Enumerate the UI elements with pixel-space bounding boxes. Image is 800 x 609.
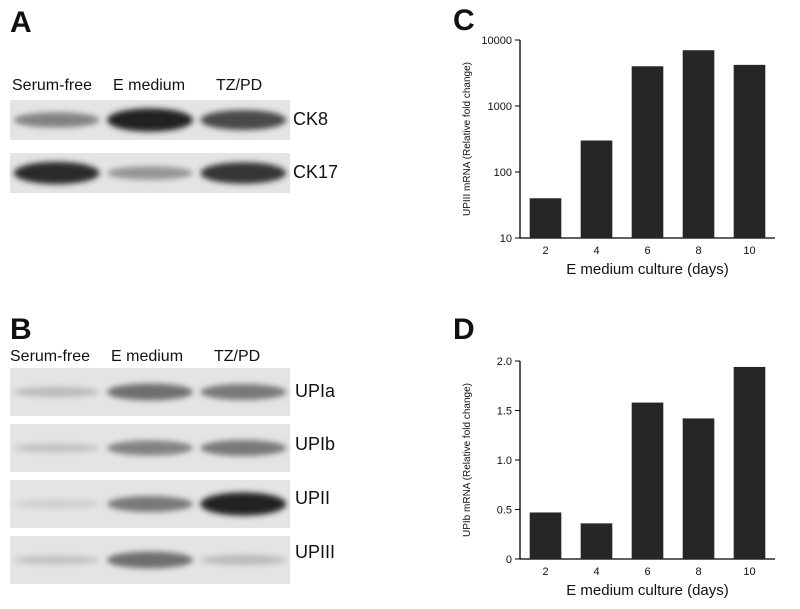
blot-band <box>200 492 287 516</box>
blot-upiii <box>10 536 290 584</box>
bar <box>631 402 664 559</box>
panel-a-letter: A <box>10 6 32 39</box>
y-tick-label: 10000 <box>481 35 512 47</box>
y-axis-label: UPIII mRNA (Relative fold change) <box>462 62 473 216</box>
y-tick-label: 2.0 <box>497 356 512 368</box>
x-tick-label: 6 <box>644 566 650 578</box>
bar <box>682 418 715 559</box>
panel-a-lane-label: TZ/PD <box>216 77 263 94</box>
blot-label-upia: UPIa <box>295 381 336 401</box>
y-tick-label: 0 <box>506 554 512 566</box>
blot-band <box>200 440 287 456</box>
panel-b-lane-label: E medium <box>111 348 184 365</box>
panel-c-letter: C <box>453 4 475 37</box>
y-tick-label: 1000 <box>488 101 512 113</box>
blot-label-ck17: CK17 <box>293 162 339 182</box>
bar <box>580 140 613 238</box>
blot-label-ck8: CK8 <box>293 109 329 129</box>
chart-c: 10 100 1000 10000 2 4 6 8 10 E medium culture (da… <box>462 35 775 278</box>
blot-band <box>13 555 100 565</box>
y-tick-label: 100 <box>494 167 512 179</box>
panel-a-lane-label: E medium <box>113 77 186 94</box>
blot-ck17 <box>10 153 290 193</box>
panel-b-lane-label: TZ/PD <box>214 348 261 365</box>
blot-band <box>13 386 100 398</box>
x-tick-label: 10 <box>743 245 755 257</box>
blot-band <box>107 496 193 512</box>
blot-band <box>107 166 193 180</box>
blot-label-upii: UPII <box>295 488 331 508</box>
bar <box>733 366 766 559</box>
y-tick-label: 1.0 <box>497 455 512 467</box>
blot-band <box>13 112 100 128</box>
panel-b-letter: B <box>10 313 32 346</box>
blot-upii <box>10 480 290 528</box>
blot-band <box>107 108 193 132</box>
y-axis-label: UPIb mRNA (Relative fold change) <box>462 383 473 537</box>
bar <box>529 512 562 559</box>
x-tick-label: 6 <box>644 245 650 257</box>
x-tick-label: 10 <box>743 566 755 578</box>
blot-upib <box>10 424 290 472</box>
blot-band <box>200 162 287 184</box>
x-axis-label: E medium culture (days) <box>566 261 729 278</box>
x-tick-label: 4 <box>593 566 599 578</box>
blot-ck8 <box>10 100 290 140</box>
blot-band <box>200 554 287 566</box>
blot-upia <box>10 368 290 416</box>
x-tick-label: 2 <box>542 245 548 257</box>
panel-d-letter: D <box>453 313 475 346</box>
bar <box>682 50 715 239</box>
x-tick-label: 8 <box>695 566 701 578</box>
x-tick-label: 4 <box>593 245 599 257</box>
bar <box>529 198 562 238</box>
x-tick-label: 8 <box>695 245 701 257</box>
blot-band <box>13 161 100 185</box>
blot-band <box>107 440 193 456</box>
blot-band <box>13 443 100 453</box>
blot-band <box>107 551 193 569</box>
panel-a-lane-label: Serum-free <box>12 77 93 94</box>
bar <box>733 64 766 239</box>
y-tick-label: 0.5 <box>497 505 512 517</box>
chart-d: 0 0.5 1.0 1.5 2.0 2 4 6 8 10 E medium culture (day… <box>462 356 775 599</box>
bar <box>580 523 613 559</box>
bar <box>631 66 664 238</box>
panel-b-lane-label: Serum-free <box>10 348 91 365</box>
blot-band <box>200 110 287 130</box>
blot-band <box>13 499 100 509</box>
x-tick-label: 2 <box>542 566 548 578</box>
blot-band <box>107 383 193 401</box>
y-tick-label: 1.5 <box>497 406 512 418</box>
y-tick-label: 10 <box>500 233 512 245</box>
x-axis-label: E medium culture (days) <box>566 582 729 599</box>
blot-label-upib: UPIb <box>295 434 336 454</box>
blot-band <box>200 384 287 400</box>
blot-label-upiii: UPIII <box>295 542 336 562</box>
